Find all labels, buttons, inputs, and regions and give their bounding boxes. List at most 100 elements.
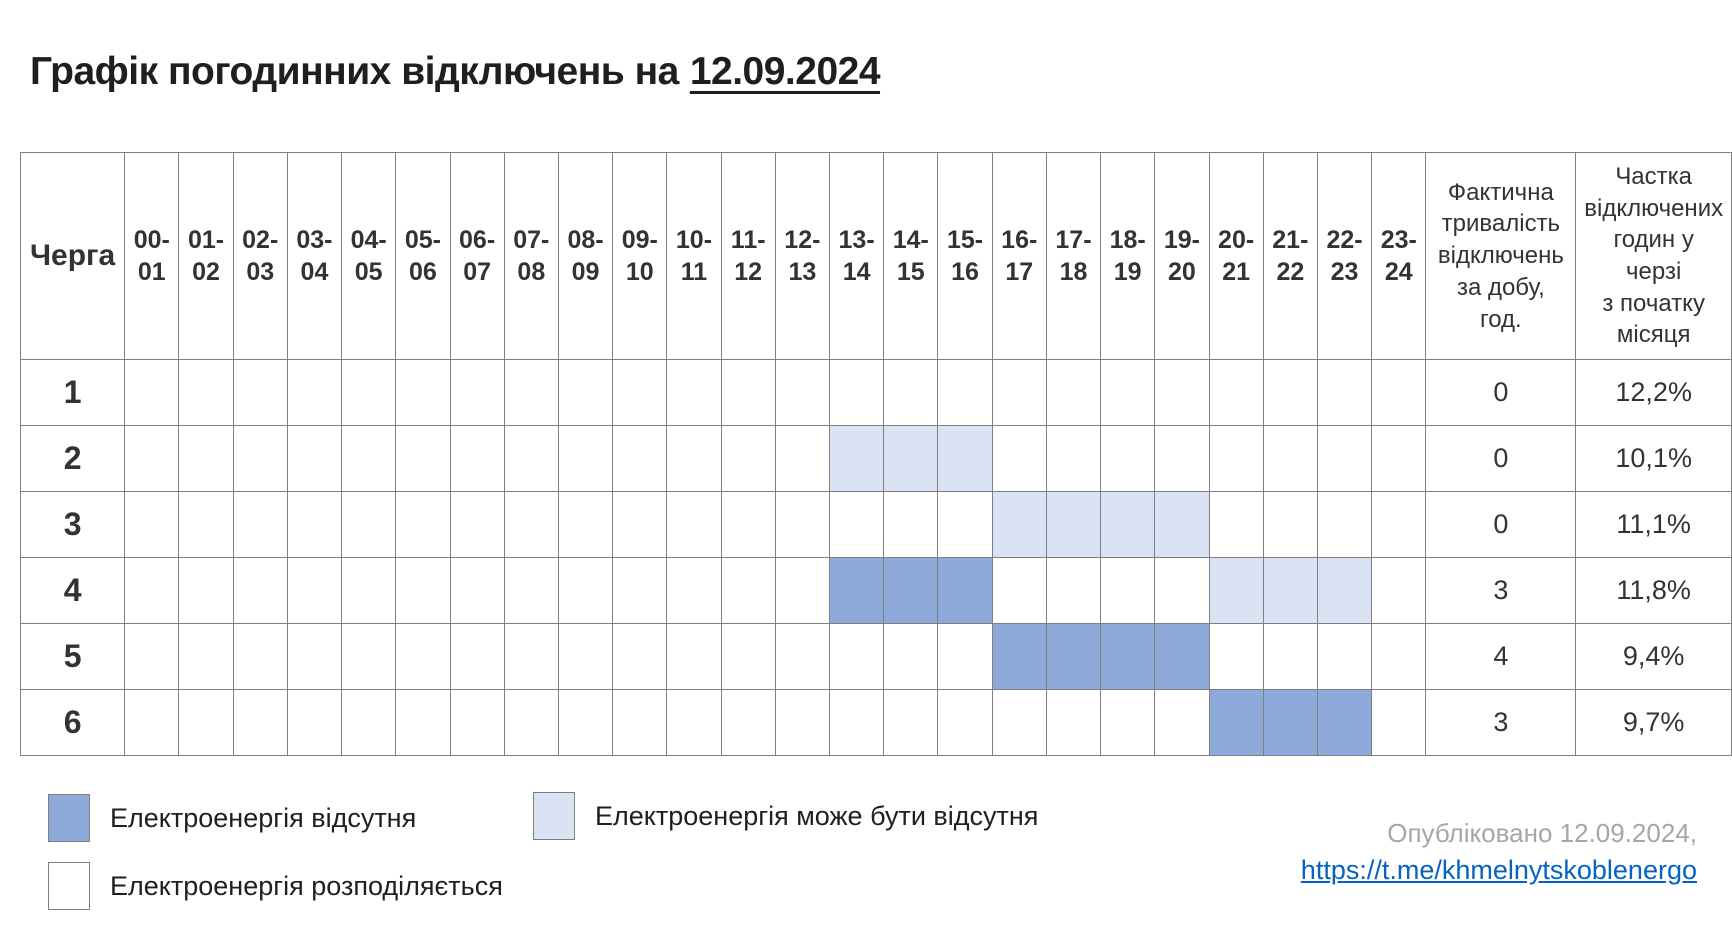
- hour-cell-08-09-distributed: [557, 491, 614, 558]
- share-column-header: Частка відключених годин у черзі з почат…: [1575, 152, 1732, 360]
- hour-cell-04-05-distributed: [341, 689, 397, 756]
- hour-cell-17-18-maybe: [1045, 491, 1102, 558]
- hour-column-header-20-21: 20- 21: [1208, 152, 1264, 360]
- hour-cell-17-18-distributed: [1045, 425, 1102, 492]
- hour-cell-20-21-distributed: [1208, 623, 1264, 690]
- hour-cell-01-02-distributed: [178, 425, 234, 492]
- queue-row-1: 1 0 12,2%: [19, 359, 1732, 426]
- hour-cell-17-18-distributed: [1045, 359, 1102, 426]
- hour-cell-19-20-distributed: [1154, 425, 1210, 492]
- hour-cell-15-16-distributed: [937, 359, 993, 426]
- hour-cell-13-14-distributed: [828, 623, 885, 690]
- hour-cell-14-15-maybe: [883, 425, 939, 492]
- hour-cell-08-09-distributed: [557, 623, 614, 690]
- queue-column-header: Черга: [19, 152, 126, 360]
- queue-number: 5: [19, 623, 126, 690]
- share-value: 10,1%: [1575, 425, 1732, 492]
- hour-cell-22-23-distributed: [1316, 359, 1373, 426]
- hour-cell-06-07-distributed: [449, 359, 505, 426]
- hour-cell-18-19-distributed: [1100, 359, 1156, 426]
- legend-label-distributed: Електроенергія розподіляється: [110, 870, 503, 901]
- hour-cell-17-18-distributed: [1045, 689, 1102, 756]
- share-value: 11,1%: [1575, 491, 1732, 558]
- hour-cell-09-10-distributed: [612, 557, 668, 624]
- hour-cell-23-24-distributed: [1371, 689, 1427, 756]
- hour-cell-18-19-distributed: [1100, 425, 1156, 492]
- hour-cell-13-14-off: [828, 557, 885, 624]
- hour-cell-22-23-distributed: [1316, 491, 1373, 558]
- hour-cell-16-17-maybe: [991, 491, 1047, 558]
- hour-cell-23-24-distributed: [1371, 359, 1427, 426]
- hour-cell-13-14-distributed: [828, 689, 885, 756]
- hour-cell-08-09-distributed: [557, 425, 614, 492]
- hour-cell-12-13-distributed: [774, 623, 830, 690]
- hour-column-header-22-23: 22- 23: [1316, 152, 1373, 360]
- queue-number: 2: [19, 425, 126, 492]
- duration-value: 3: [1425, 689, 1577, 756]
- hour-cell-22-23-distributed: [1316, 623, 1373, 690]
- legend-label-off: Електроенергія відсутня: [110, 802, 417, 833]
- hour-cell-04-05-distributed: [341, 491, 397, 558]
- queue-row-3: 3 0 11,1%: [19, 491, 1732, 558]
- hour-cell-10-11-distributed: [666, 425, 722, 492]
- hour-cell-21-22-distributed: [1262, 623, 1318, 690]
- hour-cell-17-18-distributed: [1045, 557, 1102, 624]
- legend-swatch-maybe: [533, 792, 575, 840]
- hour-cell-11-12-distributed: [720, 623, 776, 690]
- telegram-link[interactable]: https://t.me/khmelnytskoblenergo: [1300, 855, 1697, 886]
- hour-cell-19-20-distributed: [1154, 689, 1210, 756]
- hour-cell-09-10-distributed: [612, 623, 668, 690]
- hour-cell-16-17-distributed: [991, 557, 1047, 624]
- hour-column-header-21-22: 21- 22: [1262, 152, 1318, 360]
- hour-cell-15-16-maybe: [937, 425, 993, 492]
- hour-cell-19-20-maybe: [1154, 491, 1210, 558]
- hour-column-header-19-20: 19- 20: [1154, 152, 1210, 360]
- hour-cell-02-03-distributed: [232, 557, 288, 624]
- queue-row-2: 2 0 10,1%: [19, 425, 1732, 492]
- hour-cell-10-11-distributed: [666, 689, 722, 756]
- hour-cell-18-19-distributed: [1100, 557, 1156, 624]
- hour-cell-21-22-maybe: [1262, 557, 1318, 624]
- hour-cell-09-10-distributed: [612, 425, 668, 492]
- hour-cell-03-04-distributed: [286, 557, 343, 624]
- hour-cell-12-13-distributed: [774, 491, 830, 558]
- hour-cell-01-02-distributed: [178, 689, 234, 756]
- hour-cell-10-11-distributed: [666, 623, 722, 690]
- hour-cell-20-21-off: [1208, 689, 1264, 756]
- hour-column-header-12-13: 12- 13: [774, 152, 830, 360]
- hour-cell-07-08-distributed: [503, 359, 559, 426]
- table-header-row: Черга 00- 01 01- 02 02- 03 03- 04 04- 05 05- 0…: [19, 152, 1732, 360]
- hour-cell-10-11-distributed: [666, 491, 722, 558]
- hour-column-header-03-04: 03- 04: [286, 152, 343, 360]
- hour-cell-17-18-off: [1045, 623, 1102, 690]
- hour-cell-00-01-distributed: [124, 491, 180, 558]
- hour-cell-06-07-distributed: [449, 425, 505, 492]
- hour-cell-11-12-distributed: [720, 491, 776, 558]
- hour-cell-05-06-distributed: [395, 425, 451, 492]
- duration-value: 0: [1425, 359, 1577, 426]
- hour-column-header-16-17: 16- 17: [991, 152, 1047, 360]
- published-text: Опубліковано 12.09.2024,: [1387, 818, 1697, 848]
- hour-cell-15-16-distributed: [937, 623, 993, 690]
- hour-column-header-07-08: 07- 08: [503, 152, 559, 360]
- queue-number: 4: [19, 557, 126, 624]
- hour-cell-11-12-distributed: [720, 557, 776, 624]
- hour-cell-14-15-off: [883, 557, 939, 624]
- hour-cell-06-07-distributed: [449, 689, 505, 756]
- hour-cell-21-22-distributed: [1262, 491, 1318, 558]
- outage-schedule-table: Черга 00- 01 01- 02 02- 03 03- 04 04- 05 05- 0…: [19, 152, 1732, 756]
- hour-cell-01-02-distributed: [178, 557, 234, 624]
- hour-cell-22-23-off: [1316, 689, 1373, 756]
- hour-column-header-09-10: 09- 10: [612, 152, 668, 360]
- hour-column-header-06-07: 06- 07: [449, 152, 505, 360]
- hour-cell-03-04-distributed: [286, 491, 343, 558]
- queue-row-5: 5 4 9,4%: [19, 623, 1732, 690]
- hour-cell-07-08-distributed: [503, 689, 559, 756]
- hour-cell-01-02-distributed: [178, 623, 234, 690]
- hour-cell-09-10-distributed: [612, 689, 668, 756]
- hour-cell-20-21-maybe: [1208, 557, 1264, 624]
- hour-cell-11-12-distributed: [720, 359, 776, 426]
- hour-cell-12-13-distributed: [774, 557, 830, 624]
- hour-column-header-14-15: 14- 15: [883, 152, 939, 360]
- hour-cell-00-01-distributed: [124, 623, 180, 690]
